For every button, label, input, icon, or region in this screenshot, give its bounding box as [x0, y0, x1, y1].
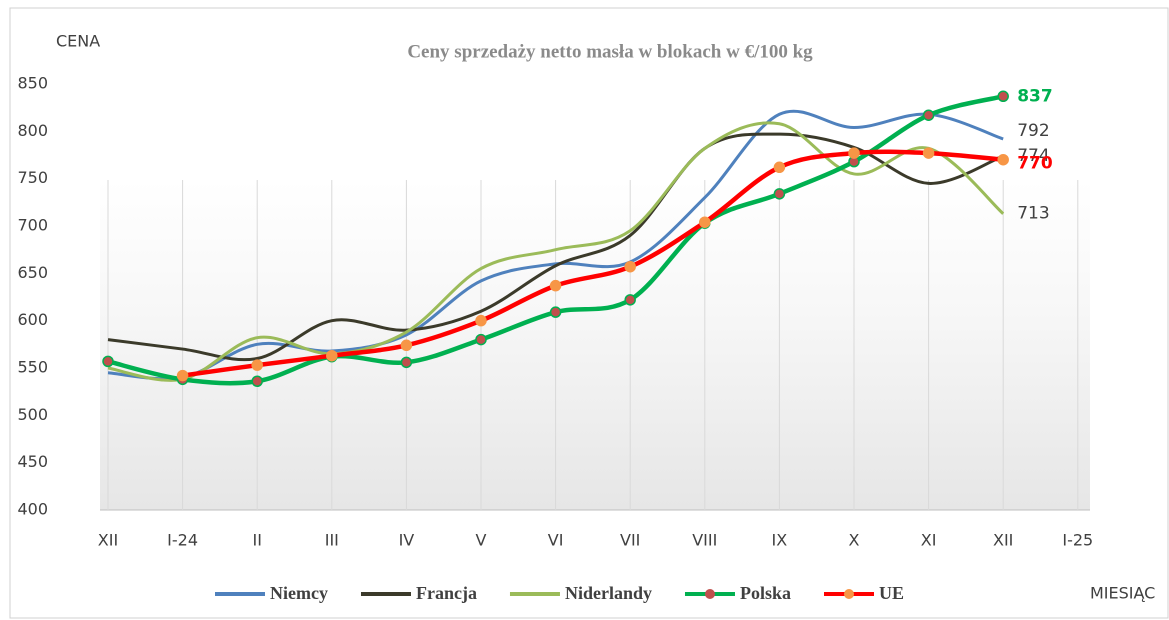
point-marker	[848, 147, 860, 159]
point-marker	[251, 375, 263, 388]
point-marker	[102, 355, 114, 368]
series-line	[107, 121, 1005, 382]
x-tick-label: IX	[772, 531, 788, 550]
point-marker	[699, 216, 711, 228]
x-tick-label: XII	[993, 531, 1013, 550]
point-marker	[922, 109, 935, 121]
x-tick-label: I-24	[167, 531, 198, 550]
data-label: 792	[1017, 121, 1049, 141]
legend-label: Polska	[740, 583, 791, 603]
point-marker	[475, 314, 487, 327]
point-marker	[475, 333, 487, 346]
x-axis-label: MIESIĄC	[1090, 584, 1155, 603]
point-marker	[549, 279, 562, 292]
x-tick-label: VII	[620, 531, 640, 550]
chart-title: Ceny sprzedaży netto masła w blokach w €…	[407, 41, 813, 62]
legend-label: UE	[879, 583, 904, 603]
y-tick-label: 750	[17, 168, 48, 187]
point-marker	[400, 356, 413, 369]
data-label: 770	[1017, 154, 1053, 174]
point-marker	[773, 188, 786, 200]
legend-marker	[704, 589, 715, 599]
x-tick-label: V	[476, 531, 487, 550]
x-tick-label: II	[252, 531, 261, 550]
x-tick-label: XII	[98, 531, 118, 550]
point-marker	[997, 90, 1009, 103]
x-tick-label: IV	[399, 531, 415, 550]
plot-background	[100, 180, 1090, 510]
x-tick-label: VIII	[692, 531, 717, 550]
legend-label: Niderlandy	[565, 583, 652, 603]
point-marker	[549, 306, 562, 318]
y-tick-label: 650	[17, 263, 48, 282]
point-marker	[773, 161, 786, 174]
point-marker	[922, 147, 935, 159]
y-tick-label: 850	[17, 74, 48, 93]
point-marker	[326, 349, 338, 362]
point-marker	[251, 359, 263, 371]
point-marker	[997, 153, 1009, 166]
y-tick-label: 450	[17, 452, 48, 471]
legend-label: Niemcy	[270, 583, 328, 603]
data-label: 713	[1017, 204, 1049, 224]
y-axis-label: CENA	[56, 32, 100, 51]
y-tick-label: 600	[17, 310, 48, 329]
y-tick-label: 700	[17, 216, 48, 235]
x-tick-label: III	[325, 531, 339, 550]
y-tick-label: 500	[17, 405, 48, 424]
y-tick-label: 400	[17, 500, 48, 519]
legend-label: Francja	[416, 583, 477, 603]
x-tick-label: X	[849, 531, 860, 550]
legend-marker	[844, 589, 854, 599]
y-tick-label: 800	[17, 121, 48, 140]
y-tick-label: 550	[17, 358, 48, 377]
point-marker	[624, 294, 636, 306]
x-tick-label: VI	[548, 531, 564, 550]
point-marker	[176, 369, 189, 382]
data-label: 837	[1017, 86, 1052, 106]
point-marker	[400, 339, 413, 352]
x-tick-label: I-25	[1062, 531, 1093, 550]
point-marker	[624, 260, 636, 273]
data-label: 774	[1017, 146, 1049, 166]
x-tick-label: XI	[921, 531, 937, 550]
